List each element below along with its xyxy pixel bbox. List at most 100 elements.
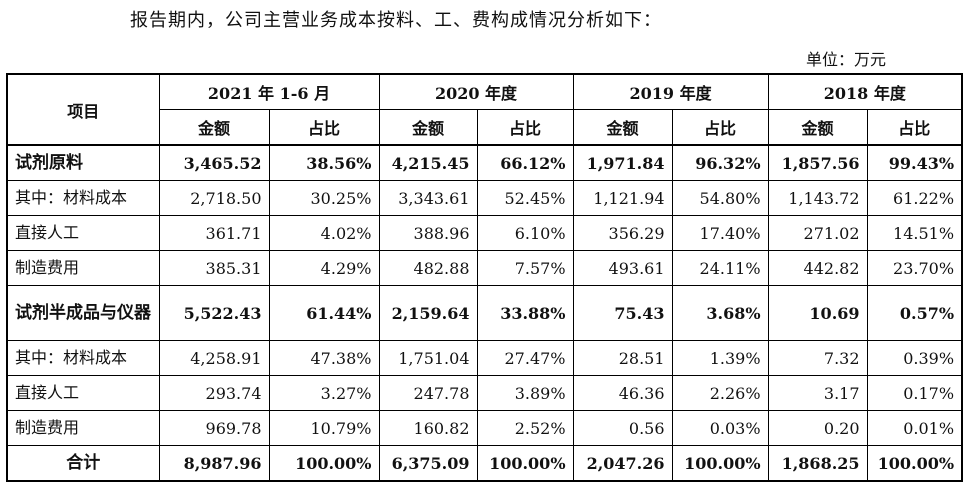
table-cell: 356.29: [572, 215, 673, 251]
period-header: 2018 年度: [767, 73, 963, 110]
table-cell: 66.12%: [476, 144, 574, 181]
table-cell: 969.78: [158, 410, 270, 446]
table-cell: 0.57%: [866, 285, 963, 341]
table-cell: 4,258.91: [158, 340, 270, 376]
table-cell: 10.79%: [268, 410, 380, 446]
table-cell: 47.38%: [268, 340, 380, 376]
table-cell: 100.00%: [671, 445, 769, 482]
table-row: 制造费用 385.31 4.29% 482.88 7.57% 493.61 24…: [6, 250, 963, 286]
sub-header-amount: 金额: [378, 109, 478, 146]
table-cell: 1,857.56: [767, 144, 868, 181]
table-cell: 24.11%: [671, 250, 769, 286]
unit-label: 单位：万元: [805, 50, 886, 69]
table-cell: 2,047.26: [572, 445, 673, 482]
table-row: 其中：材料成本 2,718.50 30.25% 3,343.61 52.45% …: [6, 180, 963, 216]
row-label: 直接人工: [6, 375, 160, 411]
table-cell: 0.56: [572, 410, 673, 446]
table-cell: 75.43: [572, 285, 673, 341]
table-cell: 99.43%: [866, 144, 963, 181]
table-cell: 61.44%: [268, 285, 380, 341]
row-label: 合计: [6, 445, 160, 482]
intro-text: 报告期内，公司主营业务成本按料、工、费构成情况分析如下：: [130, 10, 662, 31]
table-cell: 100.00%: [268, 445, 380, 482]
table-cell: 1.39%: [671, 340, 769, 376]
table-cell: 3.89%: [476, 375, 574, 411]
table-row-total: 合计 8,987.96 100.00% 6,375.09 100.00% 2,0…: [6, 445, 963, 482]
table-cell: 247.78: [378, 375, 478, 411]
table-cell: 1,121.94: [572, 180, 673, 216]
table-cell: 6.10%: [476, 215, 574, 251]
sub-header-ratio: 占比: [476, 109, 574, 146]
table-cell: 8,987.96: [158, 445, 270, 482]
sub-header-amount: 金额: [158, 109, 270, 146]
table-row: 直接人工 293.74 3.27% 247.78 3.89% 46.36 2.2…: [6, 375, 963, 411]
table-cell: 4,215.45: [378, 144, 478, 181]
table-cell: 2.52%: [476, 410, 574, 446]
table-row: 试剂半成品与仪器 5,522.43 61.44% 2,159.64 33.88%…: [6, 285, 963, 341]
table-cell: 6,375.09: [378, 445, 478, 482]
period-header: 2020 年度: [378, 73, 574, 110]
table-cell: 2,718.50: [158, 180, 270, 216]
table-cell: 30.25%: [268, 180, 380, 216]
table-cell: 1,143.72: [767, 180, 868, 216]
table-cell: 0.20: [767, 410, 868, 446]
table-cell: 271.02: [767, 215, 868, 251]
table-cell: 23.70%: [866, 250, 963, 286]
table-cell: 388.96: [378, 215, 478, 251]
row-label: 其中：材料成本: [6, 340, 160, 376]
table-cell: 361.71: [158, 215, 270, 251]
row-label: 制造费用: [6, 410, 160, 446]
table-cell: 2,159.64: [378, 285, 478, 341]
item-header: 项目: [6, 73, 160, 146]
sub-header-amount: 金额: [767, 109, 868, 146]
table-cell: 0.39%: [866, 340, 963, 376]
table-cell: 3,343.61: [378, 180, 478, 216]
table-cell: 1,751.04: [378, 340, 478, 376]
table-cell: 33.88%: [476, 285, 574, 341]
table-cell: 7.57%: [476, 250, 574, 286]
table-cell: 482.88: [378, 250, 478, 286]
table-row: 直接人工 361.71 4.02% 388.96 6.10% 356.29 17…: [6, 215, 963, 251]
row-label: 其中：材料成本: [6, 180, 160, 216]
table-cell: 3.17: [767, 375, 868, 411]
table-cell: 7.32: [767, 340, 868, 376]
table-cell: 0.01%: [866, 410, 963, 446]
table-cell: 442.82: [767, 250, 868, 286]
table-cell: 2.26%: [671, 375, 769, 411]
table-cell: 493.61: [572, 250, 673, 286]
table-cell: 385.31: [158, 250, 270, 286]
table-cell: 3,465.52: [158, 144, 270, 181]
period-header: 2019 年度: [572, 73, 769, 110]
period-header: 2021 年 1-6 月: [158, 73, 380, 110]
table-cell: 61.22%: [866, 180, 963, 216]
table-cell: 1,868.25: [767, 445, 868, 482]
table-row: 制造费用 969.78 10.79% 160.82 2.52% 0.56 0.0…: [6, 410, 963, 446]
cost-table: 项目 2021 年 1-6 月 2020 年度 2019 年度 2018 年度 …: [6, 73, 964, 482]
table-cell: 17.40%: [671, 215, 769, 251]
sub-header-ratio: 占比: [866, 109, 963, 146]
table-cell: 27.47%: [476, 340, 574, 376]
table-cell: 100.00%: [476, 445, 574, 482]
table-cell: 100.00%: [866, 445, 963, 482]
table-cell: 38.56%: [268, 144, 380, 181]
sub-header-ratio: 占比: [671, 109, 769, 146]
table-cell: 3.68%: [671, 285, 769, 341]
row-label: 试剂半成品与仪器: [6, 285, 160, 341]
table-cell: 293.74: [158, 375, 270, 411]
table-cell: 96.32%: [671, 144, 769, 181]
table-cell: 46.36: [572, 375, 673, 411]
table-cell: 5,522.43: [158, 285, 270, 341]
table-cell: 54.80%: [671, 180, 769, 216]
table-cell: 10.69: [767, 285, 868, 341]
table-cell: 0.03%: [671, 410, 769, 446]
table-cell: 52.45%: [476, 180, 574, 216]
table-cell: 14.51%: [866, 215, 963, 251]
table-row: 其中：材料成本 4,258.91 47.38% 1,751.04 27.47% …: [6, 340, 963, 376]
table-cell: 4.02%: [268, 215, 380, 251]
table-cell: 3.27%: [268, 375, 380, 411]
table-cell: 160.82: [378, 410, 478, 446]
table-cell: 28.51: [572, 340, 673, 376]
table-cell: 1,971.84: [572, 144, 673, 181]
table-row: 试剂原料 3,465.52 38.56% 4,215.45 66.12% 1,9…: [6, 144, 963, 181]
table-cell: 0.17%: [866, 375, 963, 411]
